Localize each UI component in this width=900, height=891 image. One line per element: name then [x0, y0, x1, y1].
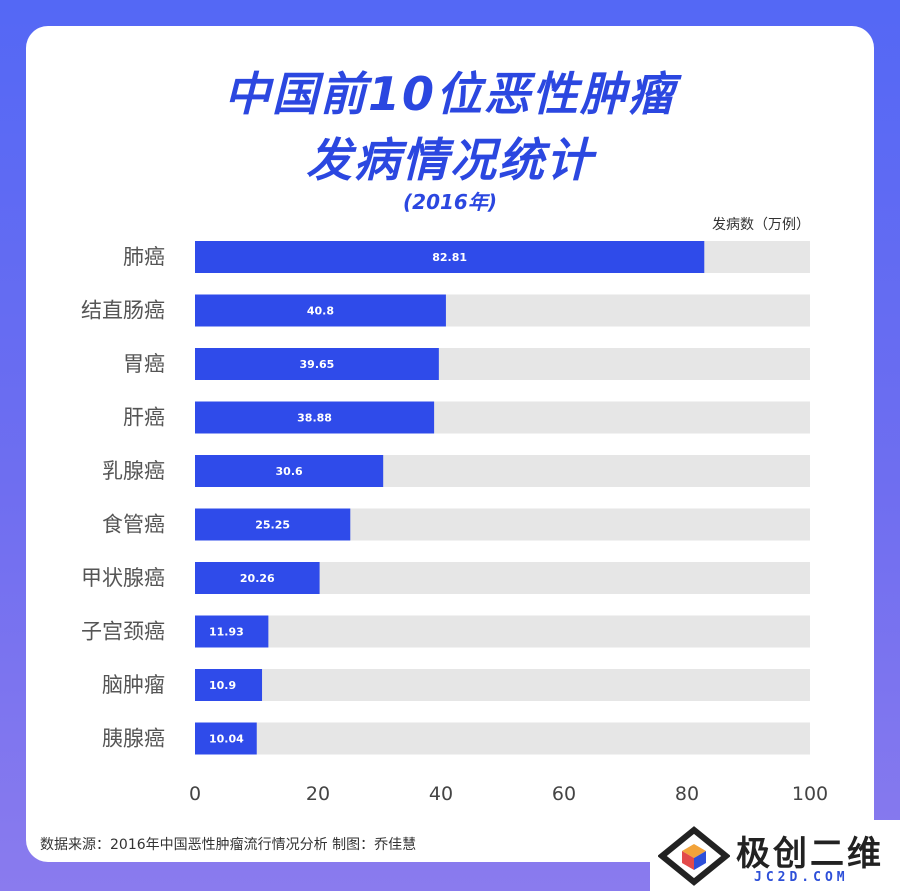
watermark: 极创二维 JC2D.COM [650, 820, 900, 891]
category-label: 甲状腺癌 [81, 566, 165, 590]
chart-title-line1: 中国前10位恶性肿瘤 [223, 67, 676, 121]
bar [195, 562, 320, 594]
category-label: 食管癌 [102, 513, 165, 537]
value-label: 25.25 [255, 519, 290, 532]
watermark-url: JC2D.COM [754, 870, 849, 885]
x-tick-label: 20 [306, 783, 330, 805]
category-label: 肝癌 [123, 406, 165, 430]
cube-logo-icon [658, 826, 730, 886]
category-label: 肺癌 [123, 245, 165, 269]
category-label: 胃癌 [123, 352, 165, 376]
bar [195, 508, 351, 541]
value-label: 40.8 [307, 305, 334, 318]
value-label: 38.88 [297, 412, 332, 425]
category-label: 脑肿瘤 [102, 673, 165, 697]
bar [195, 348, 439, 380]
unit-label: 发病数（万例） [712, 217, 810, 233]
value-label: 39.65 [300, 358, 335, 371]
value-label: 20.26 [240, 572, 275, 585]
category-label: 结直肠癌 [81, 299, 165, 323]
bar-track [195, 722, 810, 755]
source-note: 数据来源：2016年中国恶性肿瘤流行情况分析 制图：乔佳慧 [40, 837, 417, 853]
bar [195, 294, 446, 327]
chart-title-line2: 发病情况统计 [306, 133, 594, 187]
value-label: 82.81 [432, 251, 467, 264]
x-tick-label: 100 [792, 783, 828, 805]
x-tick-label: 80 [675, 783, 699, 805]
bar [195, 669, 263, 701]
bar-track [195, 615, 810, 648]
x-tick-label: 40 [429, 783, 453, 805]
value-label: 10.04 [209, 733, 244, 746]
bar [195, 401, 435, 434]
value-label: 11.93 [209, 626, 244, 639]
category-label: 胰腺癌 [102, 727, 165, 751]
bar [195, 722, 257, 755]
bar [195, 241, 705, 273]
category-label: 子宫颈癌 [81, 620, 165, 644]
x-tick-label: 0 [189, 783, 201, 805]
x-tick-label: 60 [552, 783, 576, 805]
category-label: 乳腺癌 [102, 459, 165, 483]
bar [195, 615, 269, 648]
bar [195, 455, 384, 487]
watermark-text: 极创二维 [736, 834, 884, 874]
value-label: 10.9 [209, 679, 236, 692]
value-label: 30.6 [276, 465, 303, 478]
chart-subtitle: (2016年) [403, 190, 497, 214]
bar-track [195, 669, 810, 701]
